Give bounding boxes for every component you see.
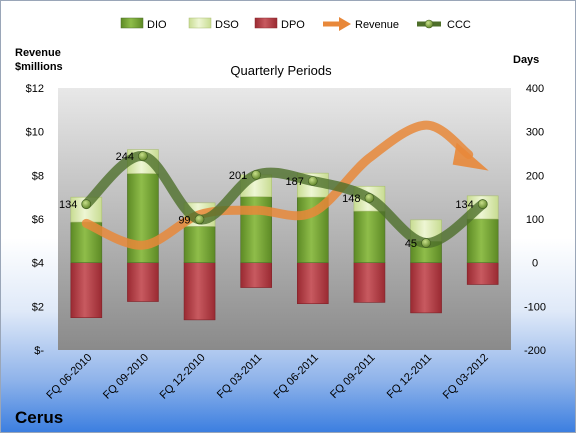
left-tick-label: $- [34,345,44,357]
ccc-data-label: 201 [229,170,247,182]
ccc-data-label: 99 [178,214,190,226]
ccc-point [194,214,205,225]
legend-ccc-label: CCC [447,19,471,31]
ccc-series: 134 244 99 201 187 148 45 134 [59,151,488,250]
left-tick-label: $6 [32,214,44,226]
right-axis: -200 -100 0 100 200 300 400 [524,83,546,357]
ccc-data-label: 148 [342,193,360,205]
dpo-bar [127,262,159,302]
x-tick-label: FQ 03-2012 [441,352,491,402]
ccc-data-label: 244 [116,151,134,163]
right-tick-label: -100 [524,301,546,313]
legend-revenue-label: Revenue [355,19,399,31]
right-tick-label: 0 [532,258,538,270]
legend: DIO DSO DPO Revenue CCC [120,17,471,31]
legend-dpo-label: DPO [281,19,305,31]
dpo-bar [410,262,442,314]
x-tick-label: FQ 06-2010 [44,352,94,402]
ccc-point [81,199,92,209]
dpo-bar [353,262,386,303]
x-tick-label: FQ 06-2011 [272,352,321,401]
x-tick-label: FQ 12-2010 [158,352,208,402]
left-axis-title-line1: Revenue [15,47,61,59]
legend-dso-label: DSO [215,19,239,31]
dpo-bar [297,262,329,305]
legend-dio-swatch [120,17,144,29]
chart-subtitle: Quarterly Periods [230,63,332,78]
ccc-point [308,176,318,186]
legend-dpo-swatch [254,17,278,29]
dio-bar [183,226,216,263]
left-axis: $- $2 $4 $6 $8 $10 $12 [26,83,45,357]
ccc-data-label: 134 [59,199,77,211]
legend-ccc-icon [417,19,441,29]
left-tick-label: $2 [32,301,44,313]
revenue-arrowhead [452,142,489,171]
legend-dso-swatch [188,17,212,29]
ccc-point [421,238,431,248]
x-tick-label: FQ 09-2011 [328,352,377,401]
company-name: Cerus [15,408,63,427]
left-axis-title-line2: $millions [15,61,63,73]
dpo-bar [70,262,103,318]
dpo-bar [183,262,216,321]
right-tick-label: 200 [526,170,544,182]
ccc-point [138,151,148,161]
x-tick-label: FQ 09-2010 [101,352,151,402]
left-tick-label: $8 [32,170,44,182]
revenue-line [81,120,474,250]
right-axis-title: Days [513,54,539,66]
ccc-data-label: 187 [285,176,303,188]
bar-series [70,149,499,321]
left-tick-label: $10 [26,127,44,139]
dio-bar [353,210,386,263]
right-tick-label: -200 [524,345,546,357]
right-tick-label: 300 [526,127,544,139]
ccc-data-label: 134 [455,199,473,211]
dpo-bar [466,262,499,285]
ccc-point [251,170,261,180]
legend-dio-label: DIO [147,19,167,31]
left-tick-label: $12 [26,83,44,95]
x-tick-label: FQ 03-2011 [215,352,264,401]
x-tick-label: FQ 12-2011 [385,352,434,401]
ccc-point [364,193,375,203]
left-tick-label: $4 [32,258,44,270]
x-axis: FQ 06-2010 FQ 09-2010 FQ 12-2010 FQ 03-2011… [44,352,490,402]
ccc-data-label: 45 [405,238,417,250]
right-tick-label: 100 [526,214,544,226]
legend-revenue-arrow-icon [323,17,351,31]
revenue-series [81,120,489,250]
dpo-bar [240,262,272,288]
ccc-point [477,199,488,209]
dio-bar [466,218,499,263]
right-tick-label: 400 [526,83,544,95]
